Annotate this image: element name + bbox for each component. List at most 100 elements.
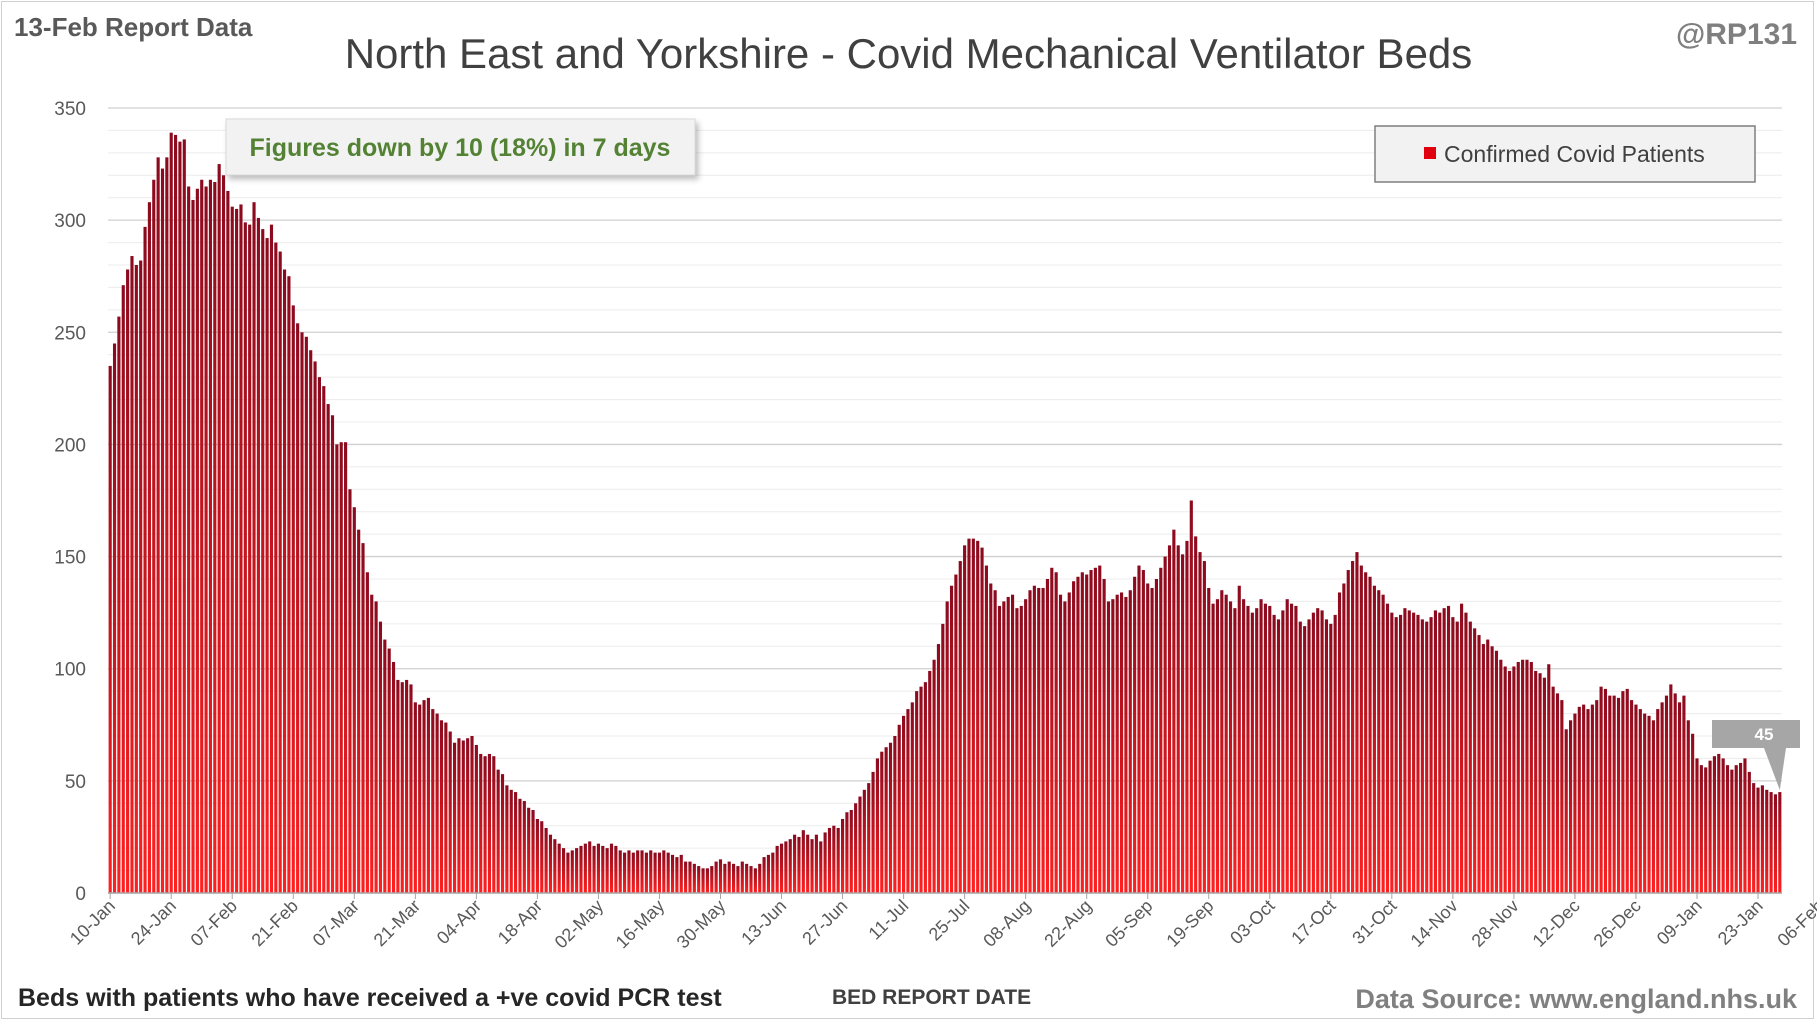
bar — [1128, 590, 1132, 893]
bar — [1725, 765, 1730, 893]
bar — [1250, 612, 1254, 893]
bar — [1368, 576, 1372, 893]
x-tick-label: 26-Dec — [1590, 896, 1645, 951]
bar — [1172, 529, 1176, 893]
bar — [1311, 612, 1315, 893]
legend: Confirmed Covid Patients — [1374, 125, 1756, 183]
bar — [1769, 792, 1773, 893]
bar — [753, 868, 757, 893]
bar — [1669, 684, 1673, 893]
bar — [1503, 666, 1507, 893]
bar — [1259, 599, 1263, 893]
bar — [1233, 608, 1237, 893]
x-tick-label: 31-Oct — [1348, 896, 1400, 948]
bar — [156, 157, 160, 894]
bar — [980, 547, 984, 893]
bar — [300, 332, 304, 893]
bar — [1342, 583, 1346, 893]
bar — [1664, 695, 1669, 893]
bar — [1521, 659, 1525, 893]
bar — [518, 798, 522, 893]
bar — [1721, 758, 1725, 893]
bar — [653, 852, 657, 893]
bar — [1599, 686, 1603, 893]
bar — [108, 365, 112, 893]
bar — [631, 852, 635, 893]
bar — [1359, 565, 1363, 893]
bar — [1525, 659, 1529, 893]
bar — [1324, 619, 1329, 893]
x-tick-label: 21-Feb — [248, 896, 302, 950]
bar — [1534, 670, 1538, 893]
bar — [1163, 556, 1167, 893]
bar — [466, 738, 470, 893]
bar — [1643, 713, 1647, 893]
bar — [1093, 567, 1097, 893]
bar — [819, 841, 823, 893]
bar — [1024, 599, 1028, 893]
bar — [265, 238, 269, 894]
bar — [945, 601, 949, 893]
bar — [897, 724, 901, 893]
bar — [291, 305, 295, 893]
bar — [1019, 605, 1023, 893]
bar — [248, 224, 252, 894]
author-handle: @RP131 — [1676, 18, 1797, 51]
bar — [1555, 693, 1560, 893]
bar — [1085, 574, 1089, 893]
bar — [1355, 552, 1359, 893]
bar — [1608, 695, 1612, 893]
x-tick-label: 02-May — [551, 896, 608, 953]
bar — [352, 507, 356, 893]
bar — [1237, 585, 1241, 893]
bar — [1451, 617, 1455, 893]
bar — [309, 350, 313, 893]
bar — [1407, 610, 1411, 893]
bar — [570, 850, 574, 893]
bar — [1037, 587, 1041, 893]
bar — [1272, 614, 1276, 893]
bar — [1263, 603, 1267, 893]
bar — [1032, 585, 1036, 893]
bar — [514, 792, 518, 893]
bar — [1677, 702, 1682, 893]
bar — [1398, 614, 1403, 893]
bar — [1154, 579, 1158, 893]
bar — [1630, 700, 1634, 893]
bar — [1699, 765, 1703, 893]
bar — [1006, 596, 1010, 893]
bar — [779, 843, 784, 893]
bar — [139, 260, 143, 893]
bar — [239, 204, 243, 893]
bar — [470, 736, 474, 893]
bar — [121, 285, 125, 894]
bar — [601, 845, 605, 893]
bar — [888, 742, 893, 893]
bar — [1015, 608, 1019, 893]
bar — [1054, 572, 1058, 893]
bar — [1294, 605, 1298, 893]
bar — [448, 731, 452, 893]
bar — [348, 489, 352, 893]
bar — [1290, 603, 1294, 893]
bar — [793, 834, 797, 893]
bar — [1547, 664, 1551, 893]
bar — [195, 188, 199, 893]
x-tick-label: 08-Aug — [979, 896, 1034, 951]
bar — [1730, 769, 1734, 893]
bar — [984, 565, 988, 893]
bar — [1111, 599, 1115, 893]
bar — [535, 818, 539, 893]
bar — [1542, 677, 1546, 893]
bar — [1150, 587, 1154, 893]
bar — [1207, 587, 1211, 893]
bar — [1773, 794, 1778, 893]
bar — [762, 857, 766, 893]
bar — [221, 175, 226, 894]
x-tick-label: 17-Oct — [1287, 896, 1339, 948]
x-tick-label: 24-Jan — [127, 896, 180, 949]
bar — [989, 583, 993, 893]
bar — [732, 863, 736, 893]
bar — [1228, 601, 1233, 893]
